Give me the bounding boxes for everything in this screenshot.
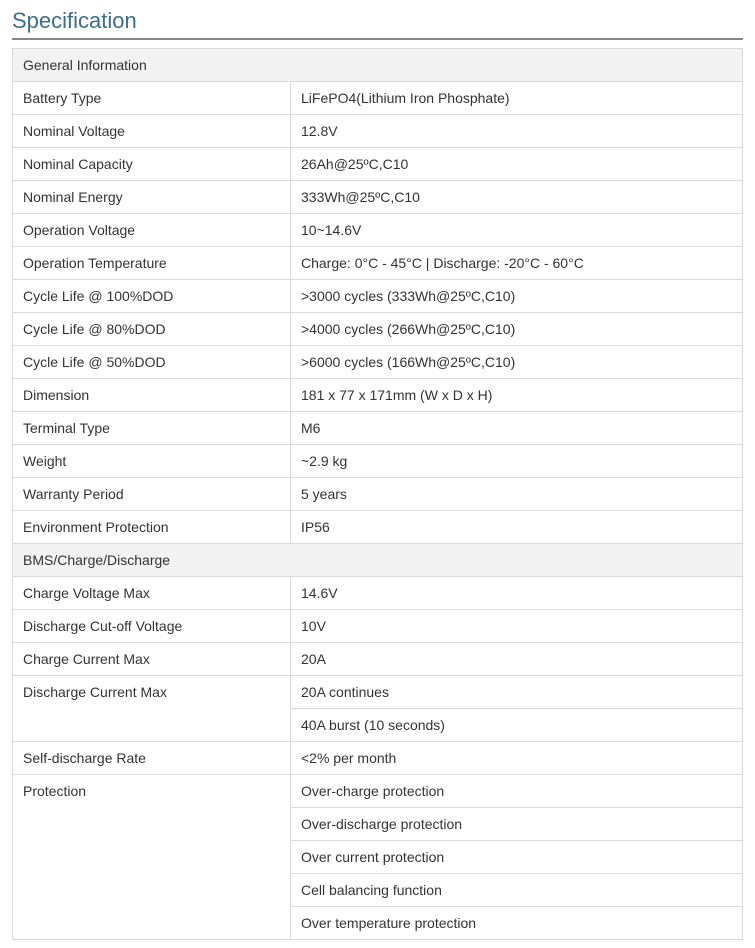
spec-label: Warranty Period <box>13 478 291 511</box>
section-general-information: General Information <box>13 49 743 82</box>
spec-value: Over temperature protection <box>291 907 743 940</box>
spec-label: Environment Protection <box>13 511 291 544</box>
spec-label: Nominal Capacity <box>13 148 291 181</box>
spec-value: 40A burst (10 seconds) <box>291 709 743 742</box>
table-row: ProtectionOver-charge protection <box>13 775 743 808</box>
table-row: Nominal Capacity26Ah@25ºC,C10 <box>13 148 743 181</box>
spec-label: Battery Type <box>13 82 291 115</box>
spec-value: LiFePO4(Lithium Iron Phosphate) <box>291 82 743 115</box>
spec-label: Cycle Life @ 80%DOD <box>13 313 291 346</box>
table-row: Self-discharge Rate<2% per month <box>13 742 743 775</box>
spec-value: Over-charge protection <box>291 775 743 808</box>
spec-value: 14.6V <box>291 577 743 610</box>
table-row: Cycle Life @ 50%DOD>6000 cycles (166Wh@2… <box>13 346 743 379</box>
spec-value: 333Wh@25ºC,C10 <box>291 181 743 214</box>
spec-value: 181 x 77 x 171mm (W x D x H) <box>291 379 743 412</box>
spec-label: Discharge Current Max <box>13 676 291 742</box>
table-row: Charge Voltage Max14.6V <box>13 577 743 610</box>
table-row: Warranty Period5 years <box>13 478 743 511</box>
spec-label: Nominal Energy <box>13 181 291 214</box>
spec-value: >6000 cycles (166Wh@25ºC,C10) <box>291 346 743 379</box>
spec-label: Dimension <box>13 379 291 412</box>
table-row: Terminal TypeM6 <box>13 412 743 445</box>
spec-label: Protection <box>13 775 291 940</box>
spec-value: Cell balancing function <box>291 874 743 907</box>
table-row: Nominal Voltage12.8V <box>13 115 743 148</box>
table-row: Dimension181 x 77 x 171mm (W x D x H) <box>13 379 743 412</box>
spec-value: M6 <box>291 412 743 445</box>
spec-value: 26Ah@25ºC,C10 <box>291 148 743 181</box>
spec-value: >4000 cycles (266Wh@25ºC,C10) <box>291 313 743 346</box>
spec-value: ~2.9 kg <box>291 445 743 478</box>
section-bms-charge-discharge-label: BMS/Charge/Discharge <box>13 544 743 577</box>
spec-value: 20A continues <box>291 676 743 709</box>
spec-label: Operation Temperature <box>13 247 291 280</box>
spec-label: Charge Current Max <box>13 643 291 676</box>
spec-label: Discharge Cut-off Voltage <box>13 610 291 643</box>
table-row: Cycle Life @ 100%DOD>3000 cycles (333Wh@… <box>13 280 743 313</box>
spec-value: 10~14.6V <box>291 214 743 247</box>
spec-label: Nominal Voltage <box>13 115 291 148</box>
spec-value: 20A <box>291 643 743 676</box>
spec-value: IP56 <box>291 511 743 544</box>
spec-label: Terminal Type <box>13 412 291 445</box>
table-row: Operation TemperatureCharge: 0°C - 45°C … <box>13 247 743 280</box>
table-row: Environment ProtectionIP56 <box>13 511 743 544</box>
spec-value: Charge: 0°C - 45°C | Discharge: -20°C - … <box>291 247 743 280</box>
spec-value: 5 years <box>291 478 743 511</box>
spec-label: Operation Voltage <box>13 214 291 247</box>
spec-value: >3000 cycles (333Wh@25ºC,C10) <box>291 280 743 313</box>
spec-value: 12.8V <box>291 115 743 148</box>
table-row: Nominal Energy333Wh@25ºC,C10 <box>13 181 743 214</box>
spec-label: Charge Voltage Max <box>13 577 291 610</box>
page-title: Specification <box>12 8 743 40</box>
section-bms-charge-discharge: BMS/Charge/Discharge <box>13 544 743 577</box>
spec-value: Over current protection <box>291 841 743 874</box>
table-row: Discharge Current Max20A continues <box>13 676 743 709</box>
spec-label: Weight <box>13 445 291 478</box>
table-row: Cycle Life @ 80%DOD>4000 cycles (266Wh@2… <box>13 313 743 346</box>
table-row: Weight~2.9 kg <box>13 445 743 478</box>
spec-label: Cycle Life @ 100%DOD <box>13 280 291 313</box>
spec-value: 10V <box>291 610 743 643</box>
spec-value: Over-discharge protection <box>291 808 743 841</box>
table-row: Operation Voltage10~14.6V <box>13 214 743 247</box>
table-row: Battery TypeLiFePO4(Lithium Iron Phospha… <box>13 82 743 115</box>
table-row: Charge Current Max20A <box>13 643 743 676</box>
spec-label: Self-discharge Rate <box>13 742 291 775</box>
specification-table: General InformationBattery TypeLiFePO4(L… <box>12 48 743 940</box>
table-row: Discharge Cut-off Voltage10V <box>13 610 743 643</box>
section-general-information-label: General Information <box>13 49 743 82</box>
spec-value: <2% per month <box>291 742 743 775</box>
spec-label: Cycle Life @ 50%DOD <box>13 346 291 379</box>
